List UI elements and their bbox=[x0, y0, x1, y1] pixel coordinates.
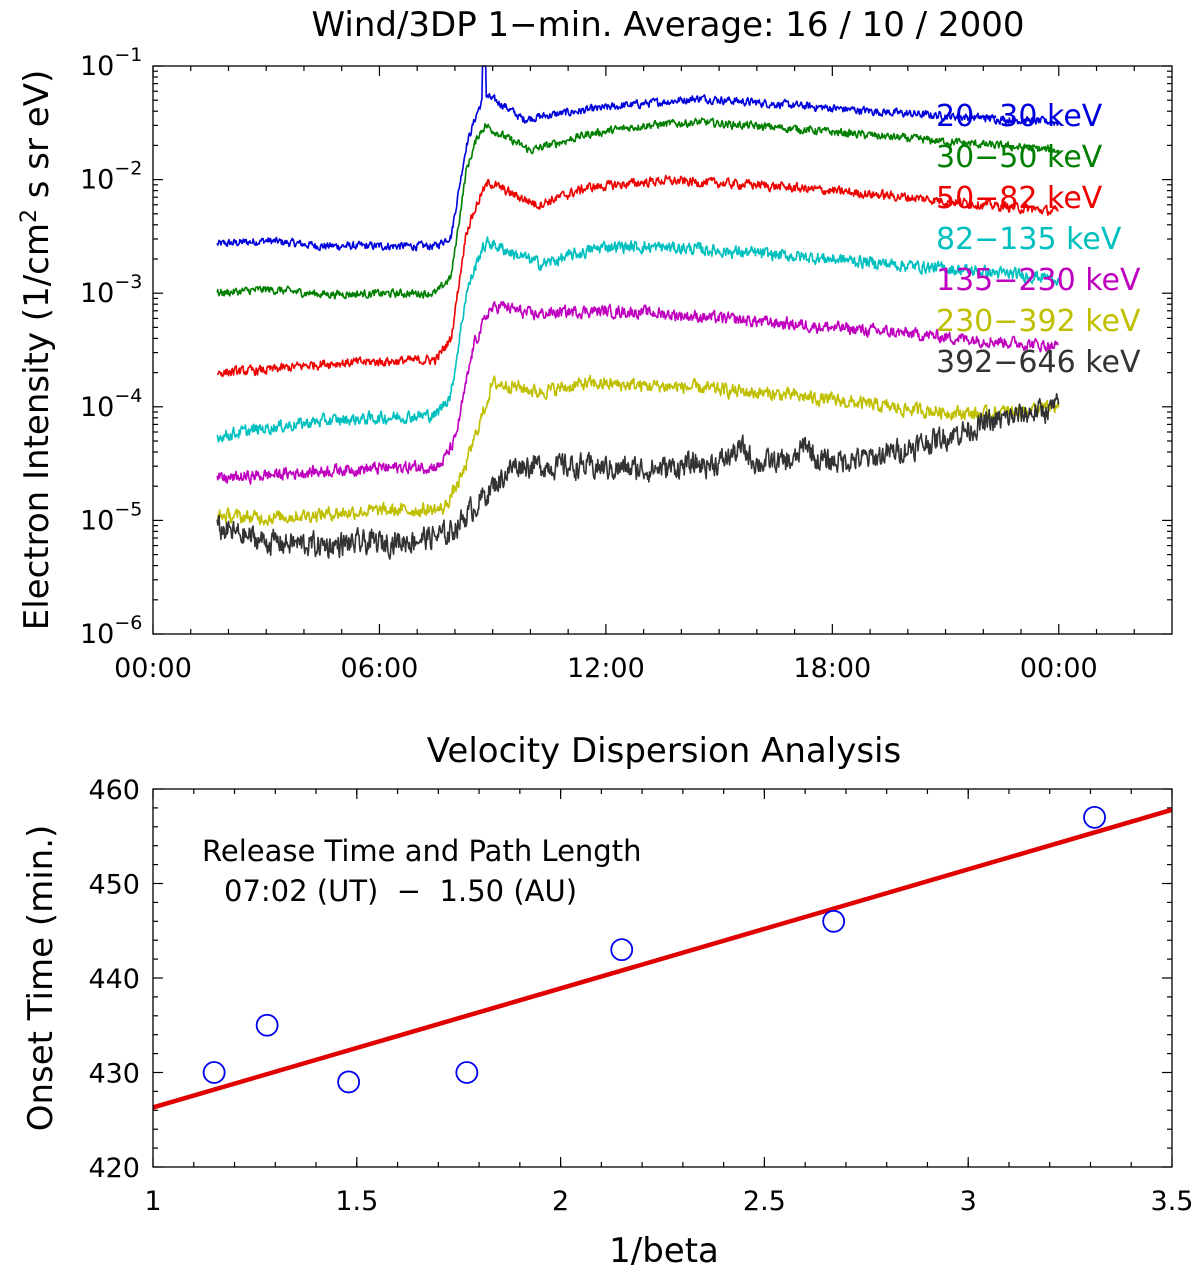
dispersion-chart-title: Velocity Dispersion Analysis bbox=[427, 731, 901, 771]
x-tick-label: 00:00 bbox=[114, 653, 192, 684]
series-line-1 bbox=[216, 117, 1060, 300]
onset-point-4 bbox=[610, 938, 634, 962]
onset-point-5 bbox=[822, 909, 846, 933]
series-line-5 bbox=[216, 374, 1060, 526]
legend-entry-0: 20−30 keV bbox=[936, 99, 1103, 134]
series-line-6 bbox=[216, 393, 1060, 560]
release-annotation-line1: Release Time and Path Length bbox=[202, 834, 641, 868]
y-tick-label: 10−1 bbox=[80, 44, 142, 82]
disp-x-tick-label: 1 bbox=[144, 1186, 161, 1217]
intensity-y-axis-label: Electron Intensity (1/cm2 s sr eV) bbox=[17, 70, 58, 631]
intensity-x-tick-labels: 00:00 06:00 12:00 18:00 00:00 bbox=[114, 653, 1098, 684]
series-line-0 bbox=[216, 65, 1059, 252]
dispersion-y-axis-label: Onset Time (min.) bbox=[21, 825, 61, 1132]
disp-x-tick-label: 3 bbox=[960, 1186, 977, 1217]
y-tick-label: 10−2 bbox=[80, 158, 142, 196]
intensity-plot-frame bbox=[152, 65, 1173, 635]
legend-entry-3: 82−135 keV bbox=[936, 222, 1122, 257]
legend-entry-2: 50−82 keV bbox=[936, 181, 1103, 216]
onset-point-3 bbox=[455, 1061, 479, 1084]
dispersion-chart-ticks bbox=[152, 788, 1173, 1168]
disp-y-tick-label: 420 bbox=[88, 1153, 140, 1184]
dispersion-x-tick-labels: 1 1.5 2 2.5 3 3.5 bbox=[144, 1186, 1193, 1217]
series-line-4 bbox=[216, 301, 1059, 485]
disp-y-tick-label: 450 bbox=[88, 870, 140, 901]
dispersion-x-axis-label: 1/beta bbox=[609, 1231, 719, 1271]
intensity-legend: 20−30 keV 30−50 keV 50−82 keV 82−135 keV 135… bbox=[936, 99, 1141, 380]
x-tick-label: 00:00 bbox=[1020, 653, 1098, 684]
legend-entry-6: 392−646 keV bbox=[936, 345, 1141, 380]
y-tick-label: 10−6 bbox=[80, 612, 142, 650]
onset-point-2 bbox=[337, 1070, 361, 1094]
release-annotation-line2: 07:02 (UT) − 1.50 (AU) bbox=[224, 874, 577, 908]
intensity-chart: Wind/3DP 1−min. Average: 16 / 10 / 2000 … bbox=[17, 5, 1173, 684]
onset-point-0 bbox=[202, 1061, 226, 1084]
disp-x-tick-label: 3.5 bbox=[1151, 1186, 1194, 1217]
onset-points bbox=[202, 805, 1106, 1094]
y-tick-label: 10−3 bbox=[80, 271, 142, 309]
series-line-3 bbox=[216, 236, 1060, 443]
legend-entry-1: 30−50 keV bbox=[936, 140, 1103, 175]
intensity-series-group bbox=[216, 65, 1060, 560]
disp-y-tick-label: 440 bbox=[88, 964, 140, 995]
x-tick-label: 06:00 bbox=[341, 653, 419, 684]
dispersion-y-tick-labels: 420 430 440 450 460 bbox=[88, 775, 140, 1184]
dispersion-chart: Velocity Dispersion Analysis 1 1.5 2 2.5 3 3.… bbox=[21, 731, 1193, 1271]
disp-x-tick-label: 2 bbox=[552, 1186, 569, 1217]
regression-fit-line bbox=[152, 807, 1173, 1110]
onset-point-6 bbox=[1083, 805, 1106, 829]
legend-entry-5: 230−392 keV bbox=[936, 304, 1141, 339]
intensity-y-tick-labels: 10−1 10−2 10−3 10−4 10−5 10−6 bbox=[80, 44, 142, 650]
intensity-chart-title: Wind/3DP 1−min. Average: 16 / 10 / 2000 bbox=[312, 5, 1025, 45]
dispersion-plot-frame bbox=[152, 788, 1173, 1168]
series-line-2 bbox=[216, 174, 1059, 378]
y-tick-label: 10−4 bbox=[80, 385, 142, 423]
disp-x-tick-label: 1.5 bbox=[335, 1186, 378, 1217]
onset-point-1 bbox=[255, 1013, 279, 1037]
disp-y-tick-label: 430 bbox=[88, 1059, 140, 1090]
y-tick-label: 10−5 bbox=[80, 498, 142, 536]
legend-entry-4: 135−230 keV bbox=[936, 263, 1141, 298]
x-tick-label: 18:00 bbox=[793, 653, 871, 684]
x-tick-label: 12:00 bbox=[567, 653, 645, 684]
disp-y-tick-label: 460 bbox=[88, 775, 140, 806]
disp-x-tick-label: 2.5 bbox=[743, 1186, 786, 1217]
